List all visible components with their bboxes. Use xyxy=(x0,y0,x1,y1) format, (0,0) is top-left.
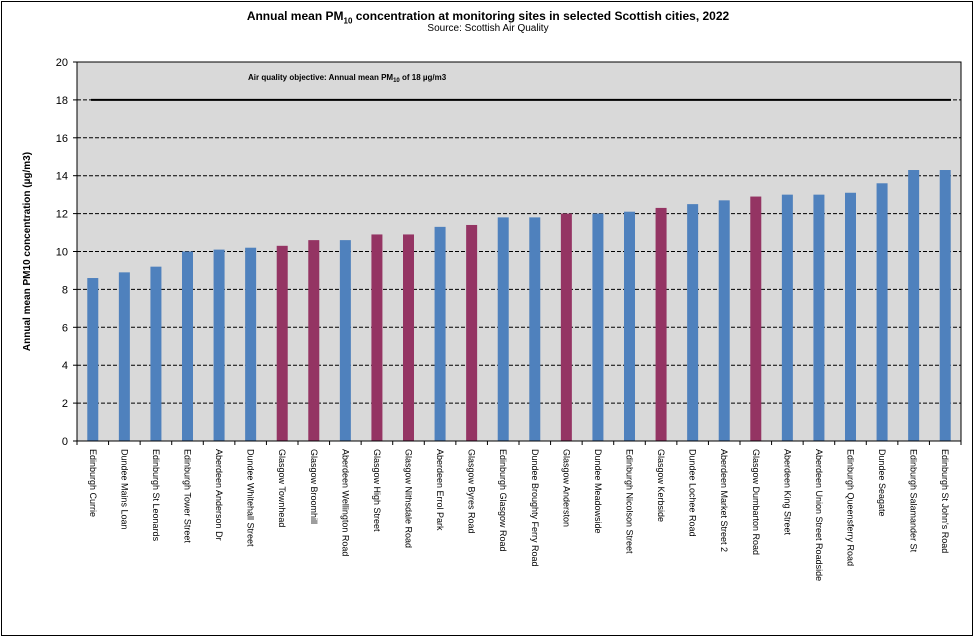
bar xyxy=(876,183,888,441)
bar xyxy=(182,251,193,441)
chart-subtitle: Source: Scottish Air Quality xyxy=(427,23,549,34)
x-tick-label: Dundee Mains Loan xyxy=(119,449,129,530)
x-tick-label: Aberdeen Wellington Road xyxy=(340,449,350,556)
x-tick-label: Edinburgh Glasgow Road xyxy=(498,449,508,552)
x-tick-label: Glasgow Dumbarton Road xyxy=(751,449,761,555)
y-tick-label: 18 xyxy=(56,95,68,107)
bar xyxy=(497,217,509,441)
x-tick-label: Dundee Seagate xyxy=(877,449,887,517)
bar xyxy=(213,249,225,441)
y-axis-label: Annual mean PM10 concentration (µg/m3) xyxy=(22,152,33,351)
x-tick-label: Edinburgh Currie xyxy=(88,449,98,517)
x-tick-label: Aberdeen Anderson Dr xyxy=(214,449,224,541)
axes xyxy=(73,61,962,445)
y-tick-label: 14 xyxy=(56,171,68,183)
bar xyxy=(813,194,825,441)
bar xyxy=(845,192,856,441)
bar xyxy=(466,224,478,441)
bar xyxy=(434,226,446,441)
x-tick-label: Aberdeen Union Street Roadside xyxy=(814,449,824,581)
bar xyxy=(750,196,762,441)
bar xyxy=(624,211,635,441)
bar xyxy=(908,170,920,441)
bar xyxy=(371,234,383,441)
x-tick-label: Edinburgh Salamander St xyxy=(909,449,919,553)
bar xyxy=(276,245,288,441)
y-tick-labels: 0 2 4 6 8 10 12 14 16 18 20 xyxy=(56,57,68,448)
bar xyxy=(939,170,951,441)
bar xyxy=(403,234,414,441)
bar xyxy=(87,278,99,441)
x-tick-label: Glasgow Byres Road xyxy=(467,449,477,534)
x-tick-label: Edinburgh Queensferry Road xyxy=(846,449,856,566)
y-tick-label: 6 xyxy=(62,322,68,334)
chart-title: Annual mean PM10 concentration at monito… xyxy=(246,9,730,26)
bar xyxy=(781,194,793,441)
x-tick-label: Dundee Whitehall Street xyxy=(246,449,256,547)
x-tick-label: Edinburgh Tower Street xyxy=(183,449,193,543)
x-tick-label: Glasgow High Street xyxy=(372,449,382,532)
x-tick-label: Glasgow Kerbside xyxy=(656,449,666,522)
x-tick-label: Dundee Lochee Road xyxy=(688,449,698,537)
y-tick-label: 10 xyxy=(56,247,68,259)
bar xyxy=(245,247,257,441)
x-tick-labels: Edinburgh Currie Dundee Mains Loan Edinbur… xyxy=(88,449,950,581)
x-tick-label: Edinburgh St Leonards xyxy=(151,449,161,542)
x-tick-label: Edinburgh St John's Road xyxy=(940,449,950,553)
bars xyxy=(87,170,951,441)
bar xyxy=(529,217,541,441)
bar xyxy=(150,266,162,441)
y-tick-label: 0 xyxy=(62,436,68,448)
objective-line-group: Air quality objective: Annual mean PM10 … xyxy=(91,73,951,101)
bar xyxy=(687,204,699,441)
bar xyxy=(339,240,351,441)
bar xyxy=(308,240,320,441)
x-tick-label: Aberdeen Errol Park xyxy=(435,449,445,531)
bar xyxy=(592,213,604,441)
y-tick-label: 20 xyxy=(56,57,68,69)
x-tick-label: Dundee Broughty Ferry Road xyxy=(530,449,540,567)
y-tick-label: 8 xyxy=(62,284,68,296)
y-tick-label: 12 xyxy=(56,209,68,221)
bar xyxy=(560,213,572,441)
x-tick-label: Edinburgh Nicolson Street xyxy=(625,449,635,554)
objective-annotation: Air quality objective: Annual mean PM10 … xyxy=(248,73,447,84)
bar xyxy=(655,207,667,441)
x-tick-label: Glasgow Broomhill xyxy=(309,449,319,524)
x-tick-label: Aberdeen King Street xyxy=(782,449,792,536)
x-tick-label: Aberdeen Market Street 2 xyxy=(719,449,729,552)
y-tick-label: 4 xyxy=(62,360,68,372)
x-tick-label: Glasgow Townhead xyxy=(277,449,287,527)
bar xyxy=(718,200,730,441)
bar xyxy=(118,272,130,441)
x-tick-label: Dundee Meadowside xyxy=(593,449,603,534)
y-tick-label: 16 xyxy=(56,133,68,145)
x-tick-label: Glasgow Anderston xyxy=(561,449,571,527)
x-tick-label: Glasgow Nithsdale Road xyxy=(404,449,414,548)
y-tick-label: 2 xyxy=(62,398,68,410)
